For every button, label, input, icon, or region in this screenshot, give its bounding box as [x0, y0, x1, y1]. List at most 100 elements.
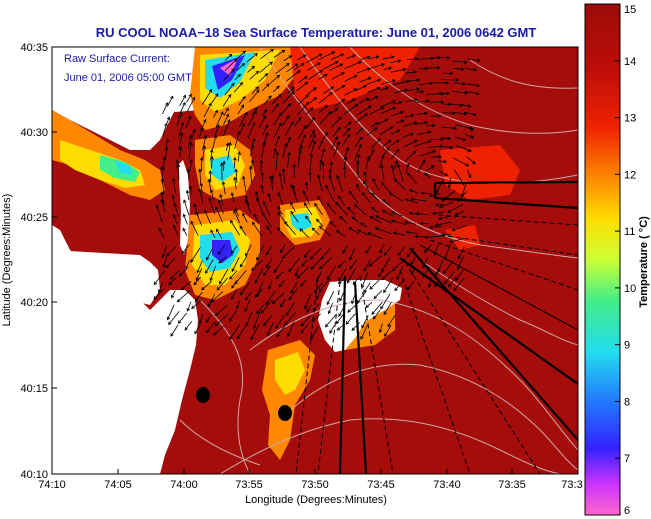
- current-vector-head: [364, 113, 368, 117]
- current-vector: [364, 172, 367, 183]
- current-vector-head: [233, 58, 238, 63]
- current-vector-head: [381, 182, 385, 186]
- current-vector: [174, 203, 179, 217]
- current-vector: [282, 115, 290, 126]
- current-vector-head: [262, 201, 267, 205]
- current-vector-head: [381, 63, 385, 67]
- current-vector-head: [392, 231, 397, 235]
- current-vector-head: [348, 121, 352, 126]
- current-vector-head: [335, 320, 340, 325]
- current-vector-head: [419, 221, 424, 226]
- current-vector-head: [208, 88, 213, 93]
- current-vector-head: [233, 209, 237, 214]
- current-vector-head: [231, 285, 235, 289]
- current-vector-head: [251, 221, 256, 226]
- current-vector-head: [254, 294, 259, 298]
- current-vector-head: [440, 137, 444, 142]
- current-vector: [325, 185, 335, 202]
- current-vector: [261, 212, 273, 228]
- current-vector: [356, 154, 360, 173]
- current-vector-head: [215, 206, 219, 210]
- current-vector-head: [245, 252, 249, 257]
- current-vector-head: [268, 285, 272, 290]
- current-vector: [272, 85, 280, 93]
- current-vector-head: [416, 78, 421, 82]
- current-vector-head: [410, 132, 414, 136]
- current-vector: [367, 232, 384, 240]
- current-vector: [377, 269, 385, 277]
- current-vector: [302, 190, 310, 205]
- current-vector: [246, 53, 258, 63]
- current-vector: [361, 271, 369, 288]
- current-vector-head: [348, 227, 353, 231]
- current-vector: [335, 314, 344, 324]
- current-vector: [392, 258, 406, 272]
- current-vector-head: [162, 156, 167, 161]
- current-vector-head: [165, 264, 170, 269]
- current-vector: [379, 100, 396, 108]
- current-vector: [404, 150, 417, 162]
- current-vector-head: [406, 286, 411, 291]
- current-vector-head: [250, 336, 254, 341]
- current-vector-head: [331, 51, 336, 55]
- current-vector: [245, 195, 250, 206]
- current-vector-head: [234, 207, 238, 212]
- current-vector: [344, 121, 352, 129]
- current-vector-head: [299, 144, 303, 149]
- current-vector: [262, 124, 268, 136]
- current-vector-head: [328, 111, 332, 115]
- current-vector-head: [441, 198, 446, 202]
- current-vector-head: [290, 184, 294, 188]
- current-vector-head: [160, 198, 165, 203]
- current-vector: [319, 159, 322, 171]
- current-vector-head: [475, 91, 480, 96]
- current-vector-head: [244, 199, 249, 203]
- current-vector: [187, 135, 192, 149]
- current-vector: [237, 104, 245, 115]
- current-vector-head: [422, 264, 426, 269]
- current-vector-head: [352, 281, 357, 285]
- current-vector: [397, 164, 404, 182]
- current-vector: [205, 321, 216, 333]
- current-vector-head: [177, 320, 182, 324]
- current-vector: [235, 169, 238, 183]
- current-vector: [233, 82, 243, 93]
- current-vector: [231, 245, 238, 254]
- current-vector: [428, 145, 443, 148]
- current-vector-head: [290, 201, 294, 206]
- current-vector: [245, 311, 253, 326]
- current-vector: [277, 212, 289, 227]
- current-vector-head: [420, 89, 425, 94]
- current-vector-head: [351, 98, 356, 102]
- current-vector-head: [234, 168, 238, 173]
- current-vector: [339, 291, 345, 302]
- current-vector: [342, 128, 351, 137]
- current-vector-head: [330, 86, 335, 90]
- current-vector-head: [380, 305, 384, 310]
- current-vector-head: [290, 120, 294, 125]
- current-vector-head: [276, 135, 280, 140]
- current-vector-head: [266, 225, 270, 230]
- current-vector: [194, 291, 203, 302]
- current-vector-head: [155, 204, 160, 209]
- current-vector-head: [302, 190, 306, 194]
- current-vector: [251, 259, 264, 271]
- current-vector-head: [304, 305, 308, 310]
- current-vector-head: [305, 94, 309, 99]
- current-vector-head: [390, 219, 395, 223]
- current-vector: [347, 302, 359, 313]
- current-vector-head: [311, 227, 316, 232]
- current-vector-head: [335, 61, 339, 65]
- current-vector: [205, 259, 214, 274]
- current-vector-head: [199, 156, 204, 161]
- current-vector: [173, 224, 179, 236]
- current-vector-head: [235, 305, 240, 310]
- current-vector: [330, 53, 344, 60]
- x-tick-label: 74:10: [38, 479, 66, 491]
- current-vector: [404, 114, 414, 118]
- current-vector-head: [414, 234, 419, 239]
- current-vector: [239, 123, 245, 135]
- current-vector-head: [312, 308, 317, 312]
- current-legend-line1: Raw Surface Current:: [64, 53, 170, 65]
- current-vector-head: [281, 255, 286, 259]
